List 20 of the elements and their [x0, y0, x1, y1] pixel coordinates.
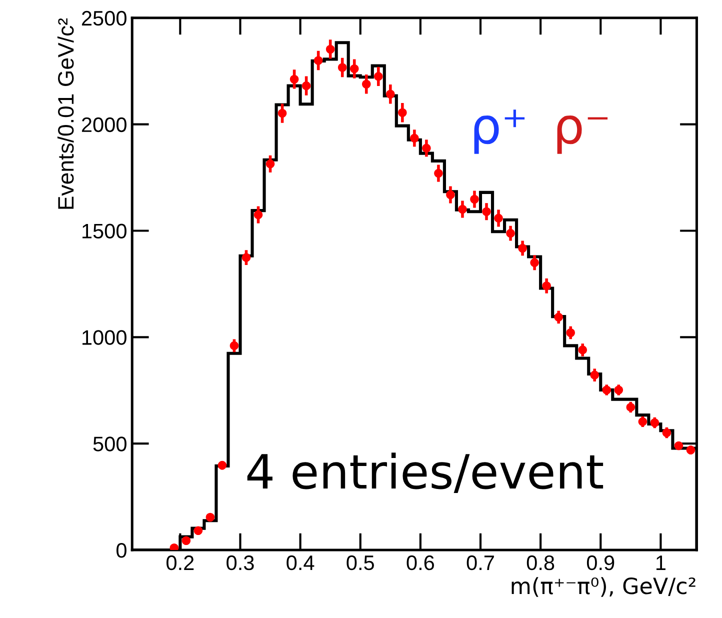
y-tick-label: 1500 [82, 224, 126, 239]
y-tick-label: 2000 [82, 117, 126, 132]
x-tick-label: 0.5 [346, 555, 374, 570]
y-axis-title: Events/0.01 GeV/c² [57, 18, 74, 209]
x-tick-label: 0.6 [406, 555, 434, 570]
annotation: 4 entries/event [247, 452, 604, 493]
x-axis-title: m(π⁺⁻π⁰), GeV/c² [512, 577, 696, 597]
annotation: ρ⁻ [557, 115, 608, 154]
y-tick-label: 0 [116, 543, 126, 558]
x-tick-label: 0.2 [166, 555, 194, 570]
x-tick-label: 0.7 [466, 555, 494, 570]
x-tick-label: 0.9 [586, 555, 614, 570]
y-tick-label: 500 [93, 436, 126, 452]
y-tick-label: 2500 [82, 10, 126, 26]
x-tick-label: 0.4 [286, 555, 314, 570]
x-tick-label: 1 [656, 556, 666, 570]
y-tick-label: 1000 [82, 330, 126, 345]
x-tick-label: 0.3 [226, 555, 254, 570]
annotation: ρ⁺ [474, 110, 525, 154]
x-tick-label: 0.8 [526, 555, 554, 570]
